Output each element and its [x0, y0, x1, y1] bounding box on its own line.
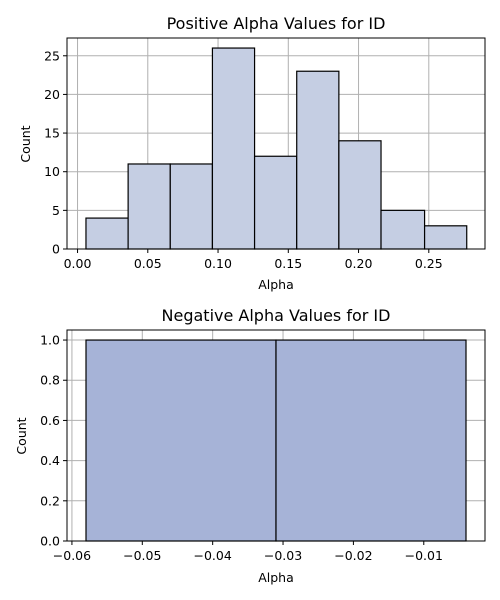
plot-frame — [66, 37, 486, 250]
x-tick-label: −0.02 — [334, 548, 372, 563]
x-tick-label: −0.04 — [194, 548, 232, 563]
y-axis-label: Count — [18, 125, 33, 162]
histogram-bar — [127, 163, 171, 250]
x-tick-label: 0.20 — [345, 256, 373, 271]
x-tick-label: 0.15 — [274, 256, 302, 271]
y-tick-label: 10 — [44, 164, 60, 179]
x-tick-label: 0.10 — [204, 256, 232, 271]
histogram-bar — [423, 225, 468, 250]
histogram-bar — [211, 47, 256, 250]
histogram-bar — [338, 140, 382, 250]
x-axis-ticks: 0.00 0.05 0.10 0.15 0.20 0.25 — [64, 249, 443, 271]
histogram-bar — [296, 70, 340, 250]
positive-alpha-chart: Positive Alpha Values for ID 0.00 0.05 0.1… — [18, 14, 486, 292]
y-tick-label: 15 — [44, 126, 60, 141]
y-tick-label: 0.4 — [40, 453, 60, 468]
y-tick-label: 0.2 — [40, 493, 60, 508]
histogram-bar — [275, 339, 467, 542]
chart-title: Positive Alpha Values for ID — [167, 14, 386, 33]
y-tick-label: 5 — [52, 203, 60, 218]
negative-alpha-chart: Negative Alpha Values for ID −0.06 −0.05−… — [14, 306, 486, 585]
x-axis-label: Alpha — [258, 570, 294, 585]
plot-frame — [66, 329, 486, 542]
x-axis-label: Alpha — [258, 277, 294, 292]
y-tick-label: 0.0 — [40, 534, 60, 549]
y-axis-ticks: 0 5 10 15 20 25 — [44, 48, 67, 257]
histogram-bar — [253, 155, 298, 250]
y-axis-ticks: 0.0 0.2 0.4 0.6 0.8 1.0 — [40, 333, 67, 549]
histogram-bar — [85, 217, 129, 250]
x-tick-label: −0.06 — [53, 548, 91, 563]
histogram-bars — [85, 47, 468, 250]
y-tick-label: 25 — [44, 48, 60, 63]
histogram-bars — [85, 339, 467, 542]
x-tick-label: −0.01 — [405, 548, 443, 563]
x-tick-label: 0.25 — [415, 256, 443, 271]
x-tick-label: 0.05 — [134, 256, 162, 271]
y-tick-label: 0.8 — [40, 373, 60, 388]
histogram-bar — [380, 209, 426, 250]
y-axis-label: Count — [14, 417, 29, 454]
x-tick-label: −0.05 — [123, 548, 161, 563]
histogram-bar — [85, 339, 277, 542]
y-tick-label: 0.6 — [40, 413, 60, 428]
x-tick-label: −0.03 — [264, 548, 302, 563]
y-tick-label: 20 — [44, 87, 60, 102]
y-tick-label: 0 — [52, 242, 60, 257]
x-axis-ticks: −0.06 −0.05 −0.04 −0.03 −0.02 −0.01 — [53, 541, 443, 563]
chart-title: Negative Alpha Values for ID — [162, 306, 391, 325]
x-tick-label: 0.00 — [64, 256, 92, 271]
histogram-bar — [169, 163, 214, 250]
y-tick-label: 1.0 — [40, 333, 60, 348]
